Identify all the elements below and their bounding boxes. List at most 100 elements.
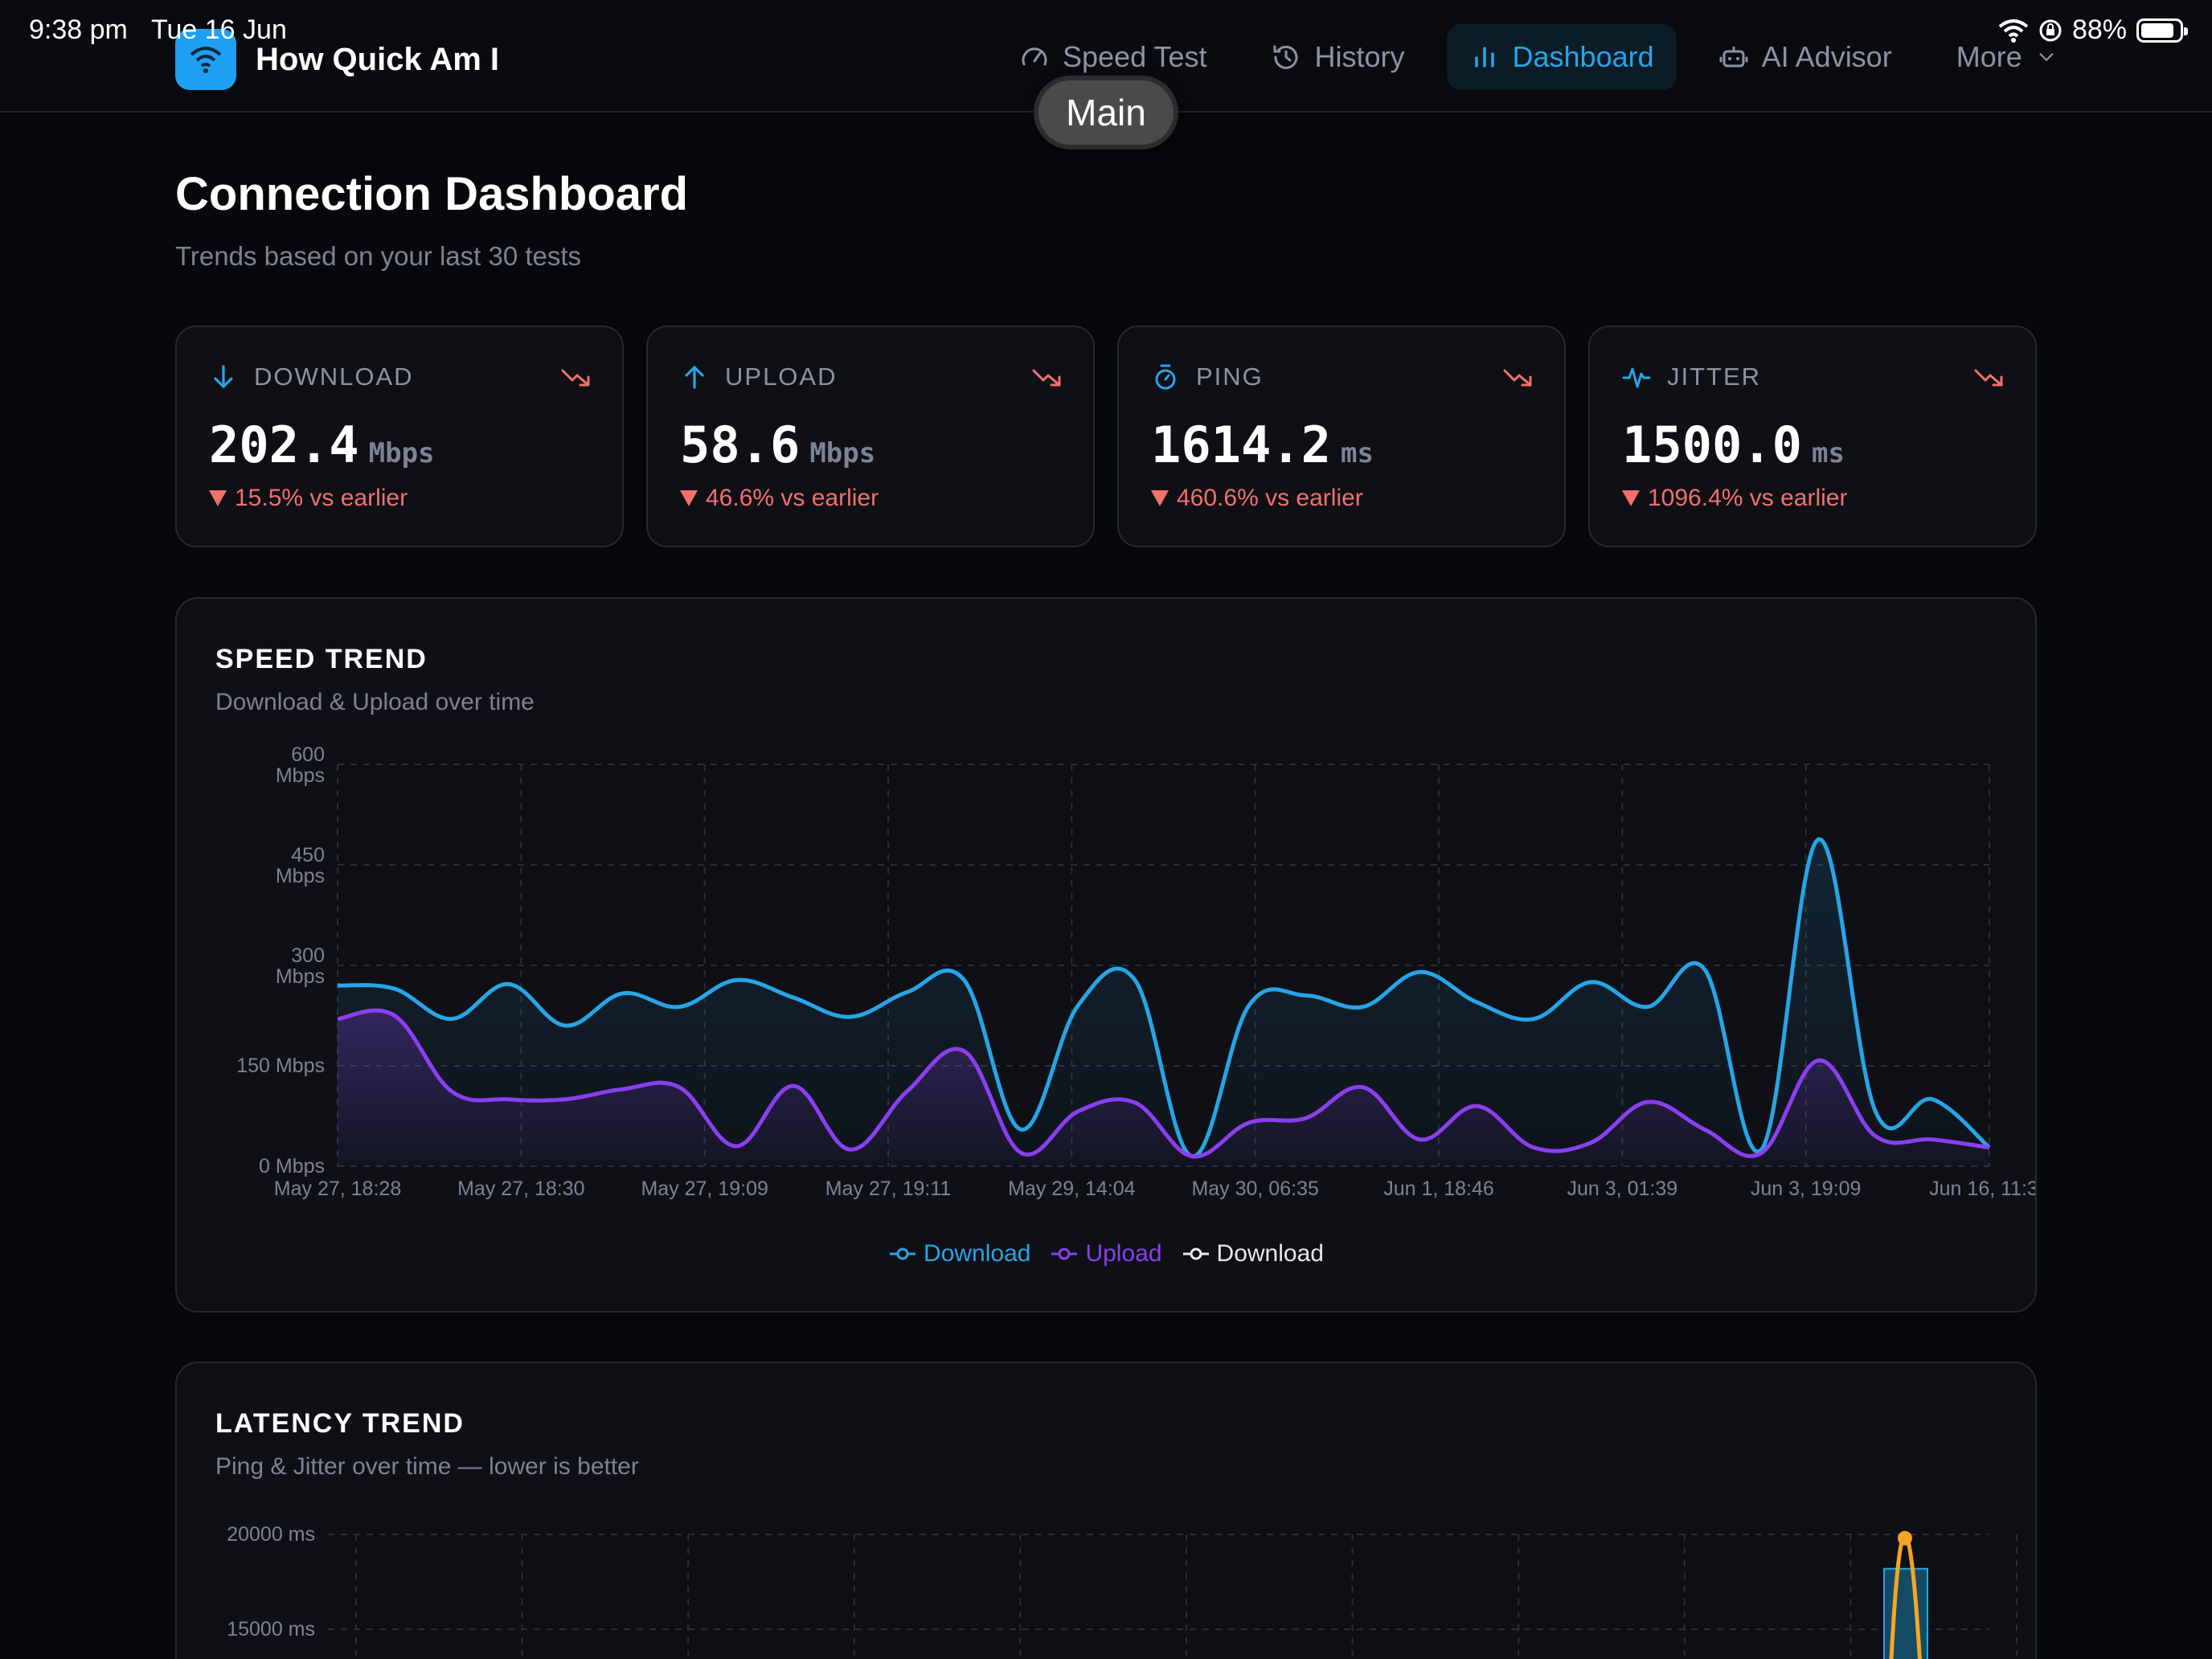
x-tick-label: May 27, 18:30 bbox=[457, 1178, 584, 1200]
stopwatch-icon bbox=[1155, 364, 1176, 390]
speed-trend-title: SPEED TREND bbox=[215, 644, 428, 674]
battery-icon bbox=[2136, 18, 2188, 43]
series-line-download bbox=[337, 837, 1991, 1158]
stat-label: UPLOAD bbox=[725, 363, 838, 391]
speed-trend-panel: SPEED TREND Download & Upload over time … bbox=[175, 597, 2037, 1313]
speed-trend-subtitle: Download & Upload over time bbox=[215, 689, 535, 715]
nav-ai-advisor[interactable]: AI Advisor bbox=[1696, 24, 1915, 90]
stat-change: 15.5% vs earlier bbox=[235, 485, 408, 511]
trend-down-icon bbox=[1974, 369, 2003, 387]
rotation-lock-icon bbox=[2039, 19, 2062, 41]
stat-unit: ms bbox=[1811, 437, 1845, 469]
y-tick-label: 600 bbox=[291, 743, 325, 766]
legend-download-secondary[interactable]: Download bbox=[1182, 1240, 1324, 1268]
app-logo-icon bbox=[175, 29, 236, 90]
stat-label: JITTER bbox=[1667, 363, 1762, 391]
battery-percent: 88% bbox=[2071, 14, 2127, 45]
stat-label: DOWNLOAD bbox=[254, 363, 414, 391]
y-tick-label: 0 Mbps bbox=[259, 1155, 325, 1178]
legend-marker-icon bbox=[1182, 1247, 1209, 1260]
arrow-up-icon bbox=[685, 366, 704, 389]
wifi-icon bbox=[1998, 18, 2029, 43]
y-tick-label: Mbps bbox=[276, 865, 325, 887]
stat-change: 46.6% vs earlier bbox=[706, 485, 879, 511]
stat-card-upload: UPLOAD 58.6 Mbps 46.6% vs earlier bbox=[646, 326, 1095, 547]
status-date: Tue 16 Jun bbox=[151, 14, 287, 45]
legend-download[interactable]: Download bbox=[888, 1240, 1030, 1268]
down-triangle-icon bbox=[680, 490, 698, 506]
nav-label: Dashboard bbox=[1512, 40, 1654, 73]
nav-label: AI Advisor bbox=[1761, 40, 1892, 73]
nav-speed-test[interactable]: Speed Test bbox=[997, 24, 1229, 90]
stat-card-download: DOWNLOAD 202.4 Mbps 15.5% vs earlier bbox=[175, 326, 624, 547]
nav-more[interactable]: More bbox=[1934, 24, 2080, 90]
x-tick-label: Jun 16, 11:37 bbox=[1929, 1178, 2037, 1200]
trend-down-icon bbox=[1503, 369, 1532, 387]
page-subtitle: Trends based on your last 30 tests bbox=[175, 241, 582, 271]
y-tick-label: 150 Mbps bbox=[236, 1055, 325, 1077]
y-tick-label: 15000 ms bbox=[227, 1618, 315, 1641]
down-triangle-icon bbox=[209, 490, 227, 506]
gauge-icon bbox=[1022, 47, 1047, 66]
nav-label: More bbox=[1956, 40, 2022, 73]
down-triangle-icon bbox=[1622, 490, 1640, 506]
series-line-upload bbox=[337, 1008, 1990, 1159]
legend-marker-icon bbox=[890, 1247, 916, 1260]
series-area-download bbox=[338, 839, 1989, 1166]
stat-card-jitter: JITTER 1500.0 ms 1096.4% vs earlier bbox=[1588, 326, 2037, 547]
legend-label: Download bbox=[924, 1240, 1031, 1267]
x-tick-label: May 29, 14:04 bbox=[1008, 1178, 1136, 1200]
main-nav: Speed Test History Dashboard AI Advisor … bbox=[997, 24, 2080, 90]
series-area-upload bbox=[338, 1010, 1989, 1166]
stat-unit: ms bbox=[1340, 437, 1374, 469]
latency-trend-subtitle: Ping & Jitter over time — lower is bette… bbox=[215, 1453, 639, 1480]
pulse-icon bbox=[1622, 367, 1651, 388]
down-triangle-icon bbox=[1151, 490, 1169, 506]
latency-trend-title: LATENCY TREND bbox=[215, 1408, 465, 1439]
legend-label: Upload bbox=[1085, 1240, 1162, 1267]
jitter-point bbox=[1898, 1530, 1912, 1546]
stat-label: PING bbox=[1196, 363, 1264, 391]
x-tick-label: May 27, 19:09 bbox=[641, 1178, 768, 1200]
trend-down-icon bbox=[1032, 369, 1061, 387]
x-tick-label: May 27, 18:28 bbox=[274, 1178, 401, 1200]
legend-upload[interactable]: Upload bbox=[1050, 1240, 1162, 1268]
latency-trend-chart: 20000 ms 15000 ms bbox=[227, 1523, 2017, 1659]
nav-label: Speed Test bbox=[1063, 40, 1207, 73]
status-bar: 9:38 pm Tue 16 Jun 88% bbox=[29, 14, 2188, 50]
speed-legend: Download Upload Download bbox=[177, 1240, 2035, 1268]
x-tick-label: Jun 1, 18:46 bbox=[1383, 1178, 1494, 1200]
stat-unit: Mbps bbox=[368, 437, 435, 469]
arrow-down-icon bbox=[214, 365, 233, 388]
app-name: How Quick Am I bbox=[256, 41, 500, 77]
stat-value: 202.4 bbox=[209, 416, 359, 474]
x-tick-label: May 30, 06:35 bbox=[1191, 1178, 1318, 1200]
stat-card-ping: PING 1614.2 ms 460.6% vs earlier bbox=[1117, 326, 1566, 547]
stat-unit: Mbps bbox=[809, 437, 876, 469]
legend-label: Download bbox=[1216, 1240, 1324, 1267]
stat-value: 58.6 bbox=[680, 416, 801, 474]
stat-change: 460.6% vs earlier bbox=[1177, 485, 1363, 511]
legend-marker-icon bbox=[1051, 1247, 1078, 1260]
stat-value: 1614.2 bbox=[1151, 416, 1331, 474]
history-icon bbox=[1273, 45, 1298, 69]
main-popover-pill[interactable]: Main bbox=[1034, 76, 1178, 150]
status-right: 88% bbox=[1998, 14, 2188, 46]
y-tick-label: Mbps bbox=[276, 965, 325, 988]
brand[interactable]: How Quick Am I bbox=[175, 29, 499, 90]
nav-history[interactable]: History bbox=[1248, 24, 1427, 90]
x-tick-label: Jun 3, 01:39 bbox=[1567, 1178, 1678, 1200]
robot-icon bbox=[1719, 47, 1748, 68]
stat-change: 1096.4% vs earlier bbox=[1648, 485, 1848, 511]
nav-dashboard[interactable]: Dashboard bbox=[1446, 24, 1677, 90]
page-title: Connection Dashboard bbox=[175, 168, 689, 220]
status-time: 9:38 pm bbox=[29, 14, 128, 45]
y-tick-label: 450 bbox=[291, 844, 325, 866]
x-tick-label: Jun 3, 19:09 bbox=[1751, 1178, 1862, 1200]
trend-down-icon bbox=[561, 369, 590, 387]
latency-trend-panel: LATENCY TREND Ping & Jitter over time — … bbox=[175, 1362, 2037, 1659]
x-tick-label: May 27, 19:11 bbox=[825, 1178, 952, 1200]
stat-value: 1500.0 bbox=[1622, 416, 1802, 474]
bar-chart-icon bbox=[1474, 47, 1494, 68]
